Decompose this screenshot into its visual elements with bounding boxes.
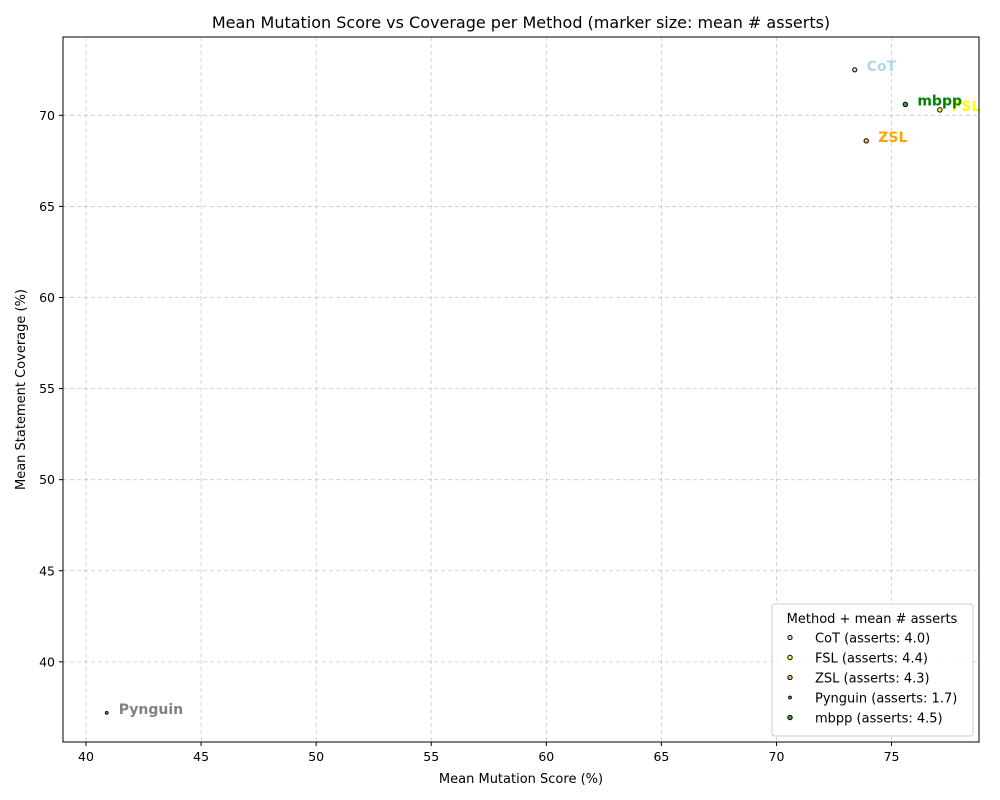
x-axis-label: Mean Mutation Score (%) <box>439 772 603 787</box>
legend-items: CoT (asserts: 4.0) FSL (asserts: 4.4) ZSL … <box>787 632 957 727</box>
y-tick-label: 70 <box>39 108 55 123</box>
x-tick-label: 55 <box>423 749 439 764</box>
point-label-cot: CoT <box>867 59 897 75</box>
plot-frame <box>62 36 980 743</box>
legend-marker-cot <box>787 634 793 641</box>
data-points <box>104 67 943 715</box>
legend-title: Method + mean # asserts <box>787 612 958 627</box>
point-pynguin <box>104 710 109 715</box>
y-tick-label: 40 <box>39 654 55 669</box>
point-label-mbpp: mbpp <box>917 93 962 109</box>
y-axis-ticks: 40 45 50 55 60 65 70 <box>39 108 63 669</box>
legend-box <box>771 603 974 737</box>
point-zsl <box>863 138 869 144</box>
point-label-zsl: ZSL <box>878 130 907 146</box>
point-labels: CoT FSL ZSL Pynguin mbpp <box>119 59 981 718</box>
y-tick-label: 45 <box>39 563 55 578</box>
legend-entry-fsl: FSL (asserts: 4.4) <box>815 652 928 667</box>
point-cot <box>852 67 858 73</box>
legend-marker-pynguin <box>788 695 792 700</box>
x-tick-label: 50 <box>308 749 324 764</box>
y-tick-label: 55 <box>39 381 55 396</box>
x-tick-label: 45 <box>193 749 209 764</box>
x-tick-label: 70 <box>769 749 785 764</box>
x-tick-label: 75 <box>884 749 900 764</box>
point-mbpp <box>902 101 909 108</box>
chart-title: Mean Mutation Score vs Coverage per Meth… <box>212 13 830 32</box>
legend-entry-mbpp: mbpp (asserts: 4.5) <box>815 712 943 727</box>
x-tick-label: 60 <box>538 749 554 764</box>
x-axis-ticks: 40 45 50 55 60 65 70 75 <box>78 742 899 764</box>
legend-marker-zsl <box>787 674 793 681</box>
y-axis-label: Mean Statement Coverage (%) <box>14 289 29 490</box>
legend-entry-pynguin: Pynguin (asserts: 1.7) <box>815 692 957 707</box>
legend-marker-mbpp <box>787 714 793 721</box>
y-tick-label: 65 <box>39 199 55 214</box>
legend-entry-zsl: ZSL (asserts: 4.3) <box>815 672 930 687</box>
legend: Method + mean # asserts CoT (asserts: 4.… <box>771 603 974 737</box>
x-tick-label: 40 <box>78 749 94 764</box>
y-tick-label: 60 <box>39 290 55 305</box>
point-label-pynguin: Pynguin <box>119 702 183 718</box>
y-tick-label: 50 <box>39 472 55 487</box>
legend-entry-cot: CoT (asserts: 4.0) <box>815 632 930 647</box>
x-tick-label: 65 <box>653 749 669 764</box>
point-label-fsl: FSL <box>952 99 981 115</box>
legend-marker-fsl <box>787 654 793 661</box>
point-fsl <box>937 107 943 113</box>
